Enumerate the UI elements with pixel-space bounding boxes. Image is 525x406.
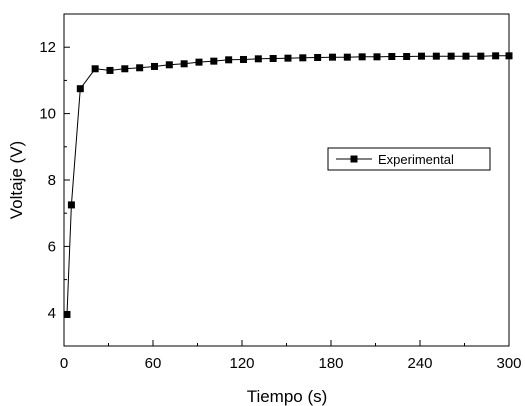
legend-marker-symbol — [350, 155, 358, 163]
data-point-marker — [121, 65, 129, 73]
data-point-marker — [180, 60, 188, 68]
y-tick-label: 4 — [48, 305, 56, 322]
data-point-marker — [299, 54, 307, 62]
data-point-marker — [136, 64, 144, 72]
data-point-marker — [210, 57, 218, 65]
y-axis-label: Voltaje (V) — [7, 141, 26, 219]
data-point-marker — [343, 53, 351, 61]
data-point-marker — [417, 52, 425, 60]
data-point-marker — [225, 56, 233, 64]
legend-box — [327, 147, 491, 171]
series-layer — [63, 52, 513, 318]
data-point-marker — [505, 52, 513, 60]
y-tick-label: 12 — [39, 39, 56, 56]
x-axis-label: Tiempo (s) — [247, 387, 328, 406]
x-tick-label: 180 — [318, 355, 343, 372]
legend-label-experimental: Experimental — [378, 152, 454, 167]
data-point-marker — [403, 52, 411, 60]
data-point-marker — [63, 310, 71, 318]
x-axis-ticks: 0 60 120 180 240 300 — [60, 340, 522, 372]
x-tick-label: 60 — [145, 355, 162, 372]
x-tick-label: 240 — [407, 355, 432, 372]
data-point-marker — [150, 62, 158, 70]
data-point-marker — [269, 54, 277, 62]
data-point-marker — [165, 61, 173, 69]
data-point-marker — [195, 58, 203, 66]
data-point-marker — [106, 66, 114, 74]
y-axis-ticks: 4 6 8 10 12 — [39, 13, 70, 347]
x-tick-label: 300 — [496, 355, 521, 372]
plot-frame — [63, 13, 510, 347]
data-point-marker — [284, 54, 292, 62]
series-line-experimental — [66, 55, 509, 315]
data-point-marker — [67, 201, 75, 209]
data-point-marker — [314, 53, 322, 61]
data-point-marker — [373, 53, 381, 61]
data-point-marker — [477, 52, 485, 60]
data-point-marker — [388, 52, 396, 60]
data-point-marker — [239, 55, 247, 63]
data-point-marker — [462, 52, 470, 60]
data-point-marker — [358, 53, 366, 61]
data-point-marker — [432, 52, 440, 60]
legend: Experimental — [327, 147, 491, 171]
y-tick-label: 10 — [39, 106, 56, 123]
data-point-marker — [76, 85, 84, 93]
y-tick-label: 8 — [48, 172, 56, 189]
data-point-marker — [91, 65, 99, 73]
x-tick-label: 120 — [229, 355, 254, 372]
x-tick-label: 0 — [60, 355, 68, 372]
data-point-marker — [254, 55, 262, 63]
y-tick-label: 6 — [48, 238, 56, 255]
data-point-marker — [328, 53, 336, 61]
data-point-marker — [492, 52, 500, 60]
data-point-marker — [447, 52, 455, 60]
